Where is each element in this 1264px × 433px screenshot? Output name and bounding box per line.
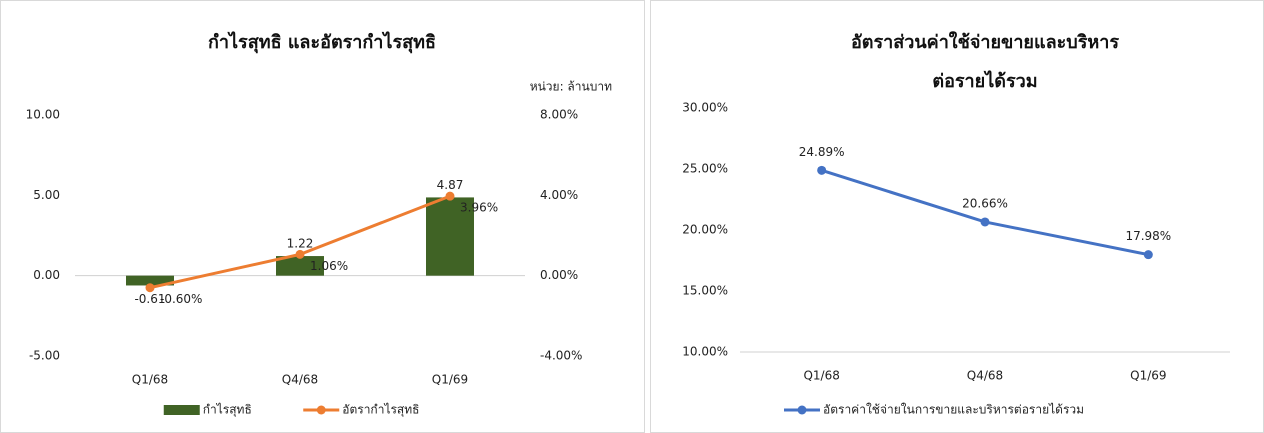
legend-swatch [797,405,807,415]
x-tick-label: Q4/68 [282,373,318,387]
legend-label: อัตราค่าใช้จ่ายในการขายและบริหารต่อรายได… [823,403,1084,417]
panel-right [650,0,1264,433]
data-label: 4.87 [437,178,464,192]
x-tick-label: Q1/68 [132,373,168,387]
x-tick-label: Q4/68 [967,369,1003,383]
tick-label: 0.00% [540,268,578,282]
data-label: 24.89% [799,145,845,159]
legend-swatch [163,405,200,415]
tick-label: 15.00% [682,284,728,298]
data-label: 17.98% [1125,229,1171,243]
x-tick-label: Q1/69 [432,373,468,387]
point [817,165,827,175]
tick-label: 5.00 [33,188,60,202]
bar [126,275,174,286]
tick-label: 30.00% [682,101,728,115]
point [295,249,305,259]
tick-label: 8.00% [540,108,578,122]
tick-label: 20.00% [682,223,728,237]
x-tick-label: Q1/68 [803,369,839,383]
data-label: 3.96% [460,201,498,215]
unit-note: หน่วย: ล้านบาท [530,80,612,94]
tick-label: 10.00% [682,345,728,359]
data-label: 1.22 [287,237,314,251]
point [1143,250,1153,260]
bar [276,256,324,276]
tick-label: -5.00 [29,349,60,363]
data-label: 1.06% [310,259,348,273]
chart-title: อัตราส่วนค่าใช้จ่ายขายและบริหาร [851,31,1119,53]
data-label: -0.61 [134,292,165,306]
panel-left [0,0,645,433]
tick-label: 10.00 [26,108,60,122]
tick-label: 4.00% [540,188,578,202]
legend-label: อัตรากำไรสุทธิ [342,403,419,418]
chart-title: ต่อรายได้รวม [932,70,1037,92]
chart-title: กำไรสุทธิ และอัตรากำไรสุทธิ [208,31,436,54]
tick-label: 0.00 [33,268,60,282]
tick-label: 25.00% [682,162,728,176]
tick-label: -4.00% [540,349,582,363]
legend-swatch [316,405,326,415]
bar [426,197,474,276]
data-label: 20.66% [962,196,1008,210]
point [445,191,455,201]
data-label: -0.60% [160,292,202,306]
point [145,283,155,293]
legend-label: กำไรสุทธิ [203,403,252,418]
x-tick-label: Q1/69 [1130,369,1166,383]
point [980,217,990,227]
